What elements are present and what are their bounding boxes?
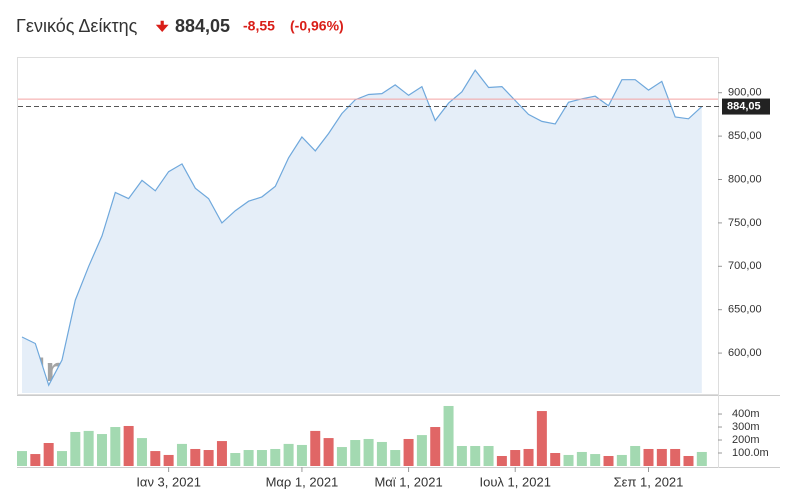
volume-bar	[523, 448, 534, 466]
last-value-label: 884,05	[727, 100, 761, 112]
volume-bar	[403, 438, 414, 466]
volume-bar	[670, 448, 681, 466]
volume-bar	[656, 448, 667, 466]
volume-bar	[536, 411, 547, 466]
price: 884,05	[175, 16, 230, 36]
volume-bar	[283, 443, 294, 466]
change: -8,55	[243, 18, 275, 34]
price-line	[21, 69, 703, 387]
volume-tick-label: 100.0m	[732, 447, 769, 459]
volume-tick-label: 400m	[732, 408, 760, 420]
volume-tick-label: 200m	[732, 434, 760, 446]
volume-bar	[683, 455, 694, 466]
last-value-box	[722, 98, 770, 115]
volume-bar	[363, 438, 374, 466]
chart-layer: Investing.com600,00650,00700,00750,00800…	[17, 69, 770, 489]
x-tick-label: Σεπ 1, 2021	[614, 474, 684, 489]
volume-bar	[163, 454, 174, 466]
volume-bar	[190, 448, 201, 466]
volume-bar	[96, 434, 107, 466]
volume-bar	[443, 405, 454, 466]
volume-bar	[296, 444, 307, 466]
volume-bar	[350, 440, 361, 466]
volume-bar	[496, 455, 507, 466]
volume-bar	[203, 450, 214, 466]
volume-bar	[550, 453, 561, 466]
volume-bar	[416, 435, 427, 466]
y-tick-label: 900,00	[728, 87, 762, 99]
volume-bar	[643, 448, 654, 466]
volume-bar	[470, 445, 481, 466]
volume-tick-label: 300m	[732, 421, 760, 433]
y-tick-label: 700,00	[728, 260, 762, 272]
volume-bar	[17, 451, 27, 466]
x-tick-label: Ιουλ 1, 2021	[479, 474, 550, 489]
volume-bar	[336, 447, 347, 466]
volume-bar	[696, 451, 707, 466]
volume-bar	[376, 441, 387, 466]
y-tick-label: 600,00	[728, 347, 762, 359]
volume-bar	[510, 450, 521, 466]
x-tick-label: Μαρ 1, 2021	[266, 474, 339, 489]
volume-bar	[123, 425, 134, 466]
volume-bar	[390, 450, 401, 466]
volume-bar	[430, 427, 441, 466]
volume-bar	[136, 438, 147, 466]
volume-bar	[590, 454, 601, 466]
volume-bar	[456, 445, 467, 466]
volume-bar	[243, 450, 254, 466]
volume-bar	[483, 445, 494, 466]
volume-bar	[216, 441, 227, 466]
y-tick-label: 650,00	[728, 304, 762, 316]
volume-bar	[563, 454, 574, 466]
y-tick-label: 850,00	[728, 130, 762, 142]
volume-bar	[110, 427, 121, 466]
volume-bar	[56, 451, 67, 466]
volume-bar	[630, 445, 641, 466]
volume-bar	[616, 454, 627, 466]
volume-bar	[150, 451, 161, 466]
volume-bar	[603, 455, 614, 466]
y-tick-label: 750,00	[728, 217, 762, 229]
index-title: Γενικός Δείκτης	[16, 16, 138, 36]
volume-bar	[270, 448, 281, 466]
volume-bar	[230, 453, 241, 466]
volume-bar	[576, 451, 587, 466]
price-area	[22, 70, 702, 393]
volume-bar	[43, 443, 54, 466]
volume-bar	[176, 443, 187, 466]
change-pct: (-0,96%)	[290, 18, 344, 34]
volume-bar	[30, 454, 41, 466]
volume-bar	[323, 438, 334, 466]
volume-bar	[256, 450, 267, 466]
x-tick-label: Μαϊ 1, 2021	[374, 474, 442, 489]
x-tick-label: Ιαν 3, 2021	[136, 474, 201, 489]
y-tick-label: 800,00	[728, 173, 762, 185]
volume-bar	[70, 431, 81, 466]
volume-bar	[83, 430, 94, 466]
down-arrow	[155, 20, 169, 32]
volume-bar	[310, 430, 321, 466]
